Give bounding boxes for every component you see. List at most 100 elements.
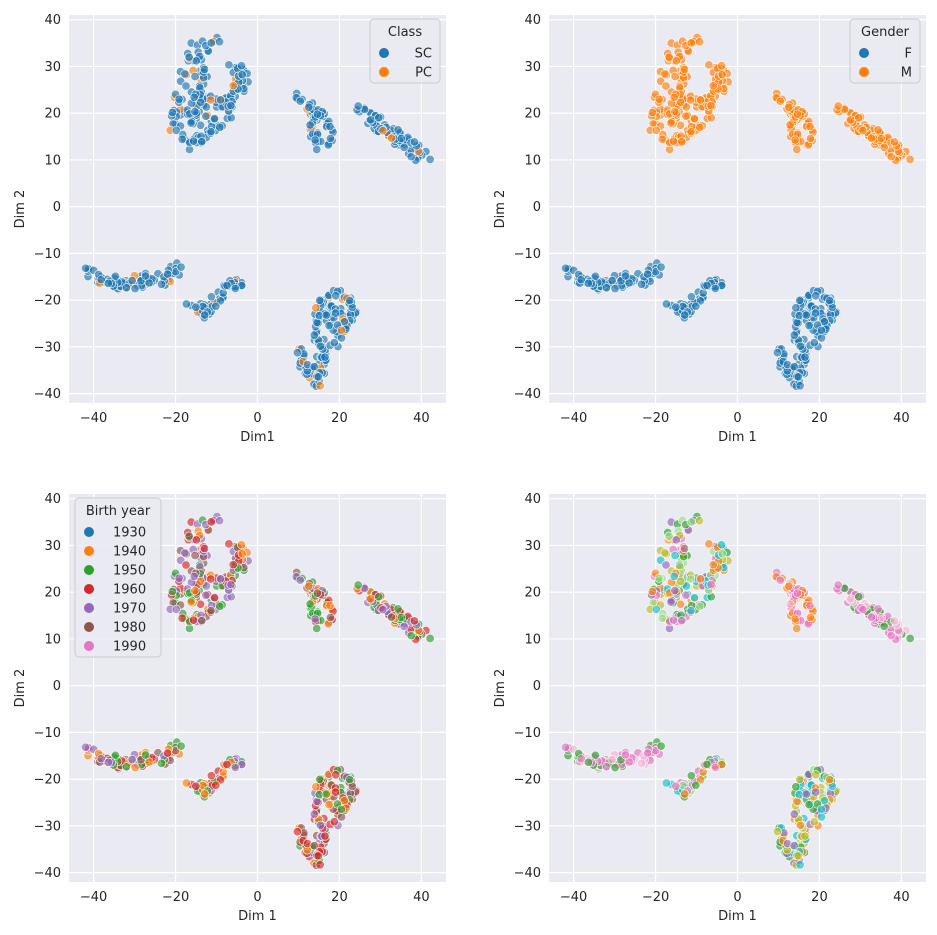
y-tick-label: −30 bbox=[34, 340, 61, 355]
scatter-point bbox=[654, 573, 664, 583]
scatter-point bbox=[801, 789, 811, 799]
x-tick-label: 0 bbox=[253, 411, 261, 426]
scatter-point bbox=[717, 540, 727, 550]
scatter-point bbox=[695, 37, 705, 47]
scatter-point bbox=[686, 38, 696, 48]
legend: Class SC PC bbox=[369, 18, 441, 84]
legend-marker bbox=[84, 527, 94, 537]
scatter-point bbox=[311, 782, 321, 792]
scatter-point bbox=[206, 771, 216, 781]
x-tick-label: −40 bbox=[80, 890, 107, 905]
scatter-point bbox=[206, 606, 216, 616]
scatter-point bbox=[215, 95, 225, 105]
y-tick-label: 40 bbox=[524, 13, 541, 28]
scatter-point bbox=[816, 812, 826, 822]
scatter-point bbox=[329, 817, 339, 827]
scatter-point bbox=[399, 142, 409, 152]
x-tick-label: 40 bbox=[413, 411, 430, 426]
scatter-point bbox=[669, 615, 679, 625]
scatter-point bbox=[315, 774, 325, 784]
scatter-point bbox=[805, 601, 815, 611]
scatter-point bbox=[811, 787, 821, 797]
x-tick-label: −40 bbox=[560, 890, 587, 905]
scatter-point bbox=[196, 120, 206, 130]
scatter-point bbox=[374, 113, 384, 123]
scatter-point bbox=[561, 742, 571, 752]
scatter-point bbox=[680, 310, 690, 320]
scatter-point bbox=[804, 321, 814, 331]
scatter-point bbox=[309, 330, 319, 340]
scatter-point bbox=[775, 575, 785, 585]
scatter-point bbox=[785, 599, 795, 609]
y-tick-label: 40 bbox=[44, 13, 61, 28]
y-tick-label: −20 bbox=[34, 773, 61, 788]
x-tick-label: −40 bbox=[80, 411, 107, 426]
scatter-point bbox=[621, 271, 631, 281]
scatter-point bbox=[396, 133, 406, 143]
scatter-point bbox=[230, 763, 240, 773]
scatter-point bbox=[691, 301, 701, 311]
scatter-point bbox=[191, 56, 201, 66]
scatter-point bbox=[791, 303, 801, 313]
legend-marker bbox=[379, 48, 389, 58]
scatter-point bbox=[804, 800, 814, 810]
scatter-point bbox=[366, 594, 376, 604]
scatter-point bbox=[181, 560, 191, 570]
scatter-point bbox=[110, 271, 120, 281]
scatter-point bbox=[789, 362, 799, 372]
legend-marker bbox=[379, 67, 389, 77]
y-tick-label: −30 bbox=[34, 819, 61, 834]
scatter-point bbox=[309, 841, 319, 851]
x-tick-label: 20 bbox=[811, 890, 828, 905]
scatter-point bbox=[331, 308, 341, 318]
scatter-point bbox=[206, 574, 216, 584]
scatter-point bbox=[177, 134, 187, 144]
scatter-point bbox=[210, 114, 220, 124]
scatter-point bbox=[184, 531, 194, 541]
scatter-point bbox=[324, 800, 334, 810]
x-tick-label: 0 bbox=[733, 411, 741, 426]
y-tick-label: −10 bbox=[514, 247, 541, 262]
x-tick-label: −20 bbox=[642, 890, 669, 905]
scatter-point bbox=[191, 535, 201, 545]
scatter-point bbox=[237, 70, 247, 80]
x-axis-label: Dim 1 bbox=[238, 909, 277, 924]
scatter-point bbox=[657, 134, 667, 144]
scatter-point bbox=[228, 81, 238, 91]
scatter-point bbox=[163, 748, 173, 758]
scatter-point bbox=[695, 516, 705, 526]
scatter-point bbox=[130, 763, 140, 773]
scatter-point bbox=[656, 741, 666, 751]
scatter-point bbox=[409, 137, 419, 147]
y-tick-label: 30 bbox=[524, 60, 541, 75]
scatter-point bbox=[695, 122, 705, 132]
scatter-point bbox=[805, 613, 815, 623]
scatter-point bbox=[680, 789, 690, 799]
scatter-point bbox=[190, 586, 200, 596]
scatter-point bbox=[331, 787, 341, 797]
scatter-point bbox=[607, 276, 617, 286]
scatter-point bbox=[190, 551, 200, 561]
scatter-point bbox=[643, 269, 653, 279]
scatter-point bbox=[816, 804, 826, 814]
scatter-point bbox=[647, 587, 657, 597]
scatter-point bbox=[825, 775, 835, 785]
legend-marker bbox=[859, 67, 869, 77]
scatter-points bbox=[81, 33, 435, 391]
y-tick-label: 10 bbox=[524, 632, 541, 647]
panel-gender: −40 −20 0 20 40 −40 −30 −20 −10 0 10 20 30 40 Dim 1 Dim… bbox=[493, 13, 926, 445]
legend-title: Birth year bbox=[86, 504, 151, 519]
legend-box bbox=[74, 497, 162, 658]
scatter-point bbox=[661, 560, 671, 570]
scatter-point bbox=[201, 590, 211, 600]
scatter-point bbox=[664, 52, 674, 62]
y-tick-label: 30 bbox=[44, 539, 61, 554]
scatter-point bbox=[206, 517, 216, 527]
scatter-point bbox=[96, 275, 106, 285]
x-tick-label: 40 bbox=[893, 411, 910, 426]
scatter-point bbox=[310, 135, 320, 145]
scatter-point bbox=[190, 107, 200, 117]
legend-marker bbox=[84, 546, 94, 556]
scatter-point bbox=[772, 348, 782, 358]
scatter-point bbox=[215, 516, 225, 526]
